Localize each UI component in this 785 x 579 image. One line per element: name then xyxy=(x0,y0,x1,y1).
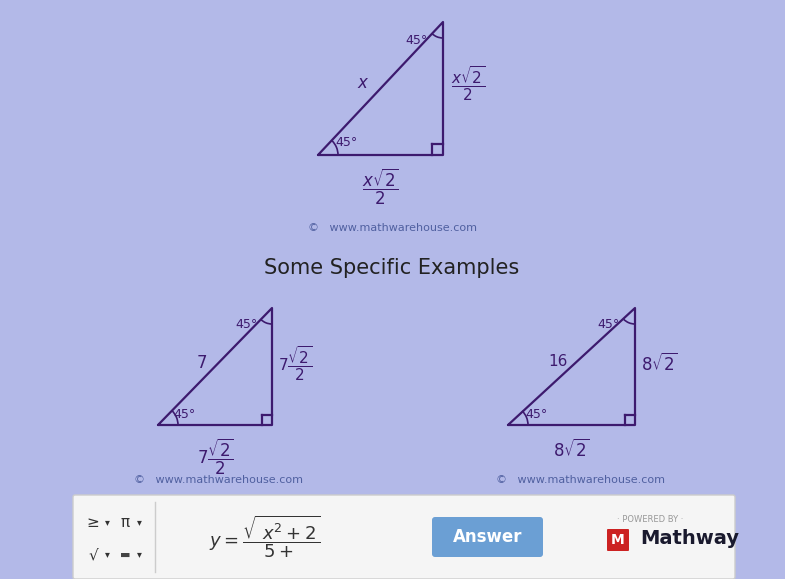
Text: 7: 7 xyxy=(197,354,207,372)
Text: √: √ xyxy=(88,547,98,562)
Text: ©   www.mathwarehouse.com: © www.mathwarehouse.com xyxy=(495,475,664,485)
Text: 45°: 45° xyxy=(525,408,547,420)
Text: π: π xyxy=(120,515,130,530)
Text: ▾: ▾ xyxy=(104,549,109,559)
Text: $8\sqrt{2}$: $8\sqrt{2}$ xyxy=(641,353,678,375)
FancyBboxPatch shape xyxy=(73,495,735,579)
Text: 16: 16 xyxy=(548,354,568,369)
Text: ▾: ▾ xyxy=(104,518,109,527)
Text: x: x xyxy=(357,75,367,93)
Text: $\dfrac{x\sqrt{2}}{2}$: $\dfrac{x\sqrt{2}}{2}$ xyxy=(451,64,485,103)
Text: 45°: 45° xyxy=(236,318,258,332)
Text: 45°: 45° xyxy=(173,408,195,420)
Text: · POWERED BY ·: · POWERED BY · xyxy=(617,515,683,524)
Text: Answer: Answer xyxy=(453,528,522,546)
Text: $7\dfrac{\sqrt{2}}{2}$: $7\dfrac{\sqrt{2}}{2}$ xyxy=(196,437,233,477)
Text: $\dfrac{x\sqrt{2}}{2}$: $\dfrac{x\sqrt{2}}{2}$ xyxy=(362,167,399,207)
Text: $8\sqrt{2}$: $8\sqrt{2}$ xyxy=(553,439,590,461)
Text: ©   www.mathwarehouse.com: © www.mathwarehouse.com xyxy=(308,223,476,233)
Text: 45°: 45° xyxy=(597,318,619,332)
FancyBboxPatch shape xyxy=(607,529,629,551)
Text: ▬: ▬ xyxy=(120,549,130,559)
Text: M: M xyxy=(612,533,625,547)
Text: $7\dfrac{\sqrt{2}}{2}$: $7\dfrac{\sqrt{2}}{2}$ xyxy=(278,344,312,383)
Text: 45°: 45° xyxy=(335,137,357,149)
Text: ≥: ≥ xyxy=(86,515,100,530)
Text: ©   www.mathwarehouse.com: © www.mathwarehouse.com xyxy=(133,475,302,485)
FancyBboxPatch shape xyxy=(432,517,543,557)
Text: Mathway: Mathway xyxy=(640,530,739,548)
Text: 45°: 45° xyxy=(406,34,428,46)
Text: Some Specific Examples: Some Specific Examples xyxy=(265,258,520,278)
Text: ▾: ▾ xyxy=(137,549,141,559)
Text: ▾: ▾ xyxy=(137,518,141,527)
Text: $y=\dfrac{\sqrt{\ x^2+2}}{5+}$: $y=\dfrac{\sqrt{\ x^2+2}}{5+}$ xyxy=(210,514,320,560)
